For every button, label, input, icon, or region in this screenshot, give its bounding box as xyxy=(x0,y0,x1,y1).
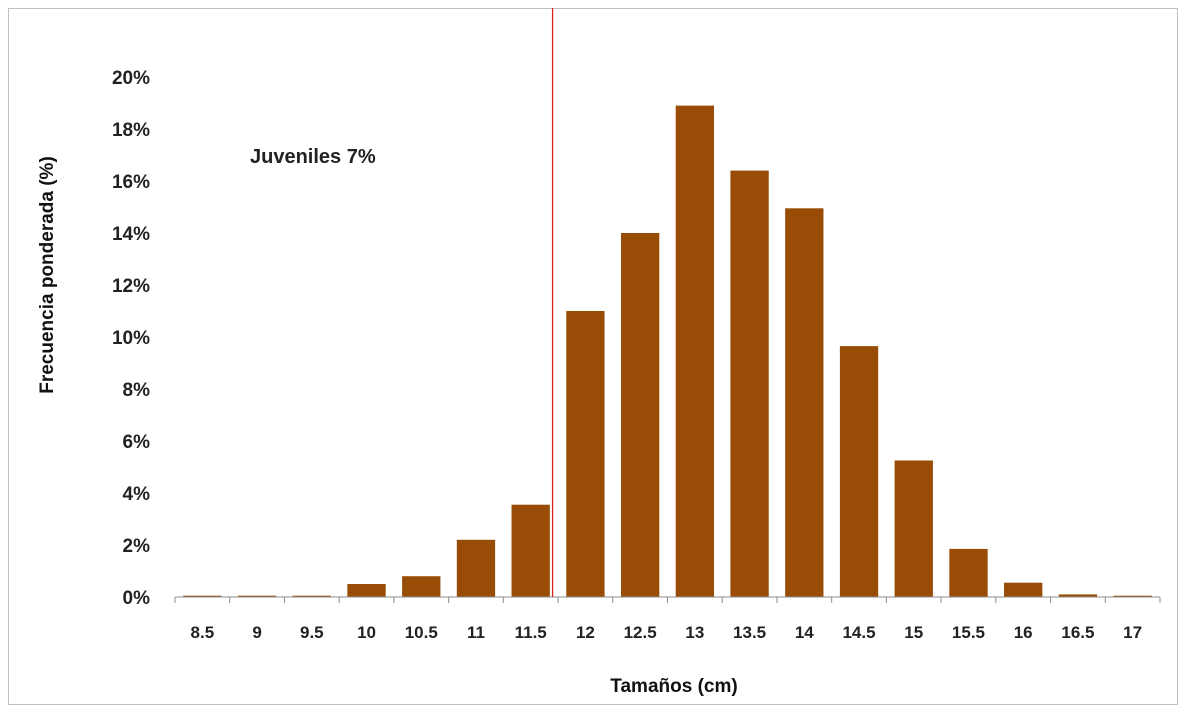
y-tick-label: 0% xyxy=(123,588,151,609)
x-tick-label: 14.5 xyxy=(842,623,875,642)
y-tick-label: 2% xyxy=(123,536,151,557)
bar-8.5 xyxy=(183,595,222,597)
x-tick-label: 11.5 xyxy=(515,623,547,642)
x-tick-label: 12.5 xyxy=(624,623,657,642)
bar-10.5 xyxy=(402,576,441,597)
x-tick-label: 9.5 xyxy=(300,623,324,642)
bars xyxy=(183,105,1152,598)
x-axis-title: Tamaños (cm) xyxy=(610,676,737,697)
bar-15 xyxy=(894,460,933,597)
bar-14 xyxy=(785,208,824,598)
bar-16 xyxy=(1004,582,1043,597)
bar-13.5 xyxy=(730,170,769,597)
bar-17 xyxy=(1113,595,1152,597)
x-tick-label: 10.5 xyxy=(405,623,438,642)
juveniles-annotation: Juveniles 7% xyxy=(250,146,376,168)
y-tick-label: 20% xyxy=(112,68,150,89)
x-tick-label: 13 xyxy=(685,623,704,642)
bar-11.5 xyxy=(511,504,550,597)
y-tick-label: 6% xyxy=(123,432,151,453)
bar-11 xyxy=(456,539,496,597)
x-tick-label: 17 xyxy=(1123,623,1142,642)
x-tick-label: 14 xyxy=(795,623,814,642)
bar-13 xyxy=(675,105,715,597)
y-tick-label: 12% xyxy=(112,276,150,297)
y-tick-label: 14% xyxy=(112,224,150,245)
x-tick-label: 11 xyxy=(467,623,485,642)
x-tick-label: 10 xyxy=(357,623,376,642)
x-tick-label: 16 xyxy=(1014,623,1033,642)
y-tick-label: 10% xyxy=(112,328,150,349)
y-axis-title: Frecuencia ponderada (%) xyxy=(37,156,58,394)
x-tick-label: 12 xyxy=(576,623,595,642)
bar-9 xyxy=(237,595,277,597)
y-tick-label: 8% xyxy=(123,380,151,401)
bar-12 xyxy=(566,311,605,597)
x-tick-label: 9 xyxy=(252,623,261,642)
x-axis-ticks xyxy=(174,597,1161,603)
x-tick-label: 13.5 xyxy=(733,623,766,642)
bar-15.5 xyxy=(949,548,988,597)
x-tick-label: 15.5 xyxy=(952,623,985,642)
x-tick-label: 15 xyxy=(904,623,923,642)
bar-14.5 xyxy=(839,346,879,597)
bar-10 xyxy=(347,584,386,597)
bar-12.5 xyxy=(620,233,660,597)
y-tick-label: 16% xyxy=(112,172,150,193)
bar-9.5 xyxy=(292,595,331,597)
y-tick-label: 18% xyxy=(112,120,150,141)
y-tick-label: 4% xyxy=(123,484,151,505)
x-tick-label: 16.5 xyxy=(1061,623,1094,642)
y-axis-ticks: 0% 2% 4% 6% 8% 10% 12% 14% 16% 18% 20% xyxy=(112,68,150,609)
x-axis-labels: 8.5 9 9.5 10 10.5 11 11.5 12 12.5 13 13.5 14 14.5 15 1… xyxy=(191,623,1143,642)
x-tick-label: 8.5 xyxy=(191,623,215,642)
bar-16.5 xyxy=(1058,594,1098,597)
